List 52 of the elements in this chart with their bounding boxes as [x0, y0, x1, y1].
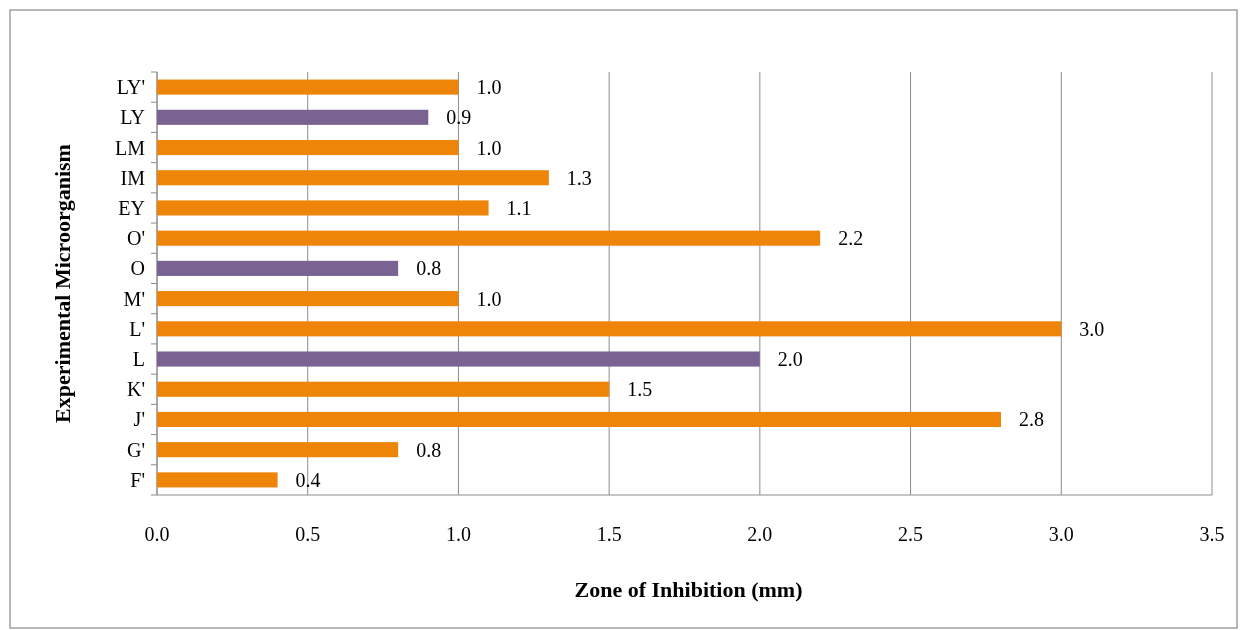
data-label: 1.0: [476, 136, 502, 159]
y-tick-label: LM: [115, 136, 146, 159]
x-axis-title: Zone of Inhibition (mm): [574, 577, 803, 602]
bar: [157, 170, 549, 186]
y-tick-label: M': [123, 287, 145, 310]
y-tick-label: O: [130, 257, 145, 280]
data-label: 1.0: [476, 76, 502, 99]
data-label: 2.2: [838, 227, 864, 250]
data-label: 3.0: [1079, 317, 1105, 340]
y-tick-label: J': [133, 408, 145, 431]
data-label: 0.8: [416, 257, 442, 280]
y-tick-label: IM: [120, 166, 146, 189]
data-label: 1.0: [476, 287, 502, 310]
y-tick-label: G': [126, 438, 145, 461]
bar: [157, 472, 278, 488]
data-label: 0.4: [295, 468, 321, 491]
y-tick-label: LY: [120, 106, 145, 129]
y-tick-label: F': [130, 468, 145, 491]
bar: [157, 200, 489, 216]
x-tick-label: 0.0: [144, 523, 170, 545]
x-tick-label: 3.5: [1199, 523, 1225, 545]
y-tick-label: K': [126, 378, 145, 401]
y-axis-title: Experimental Microorganism: [50, 144, 75, 423]
x-tick-label: 0.5: [295, 523, 321, 545]
data-label: 1.5: [627, 378, 653, 401]
bar: [157, 139, 459, 156]
data-label: 0.8: [416, 438, 442, 461]
bar: [157, 260, 399, 276]
bar: [157, 109, 429, 125]
y-tick-label: EY: [118, 196, 145, 219]
bar: [157, 442, 399, 458]
bar: [157, 351, 760, 367]
x-tick-label: 2.5: [898, 523, 924, 545]
data-label: 1.3: [566, 166, 592, 189]
x-tick-label: 3.0: [1048, 523, 1074, 545]
data-label: 1.1: [506, 196, 532, 219]
data-label: 0.9: [446, 106, 472, 129]
bar: [157, 79, 459, 95]
bar: [157, 291, 459, 307]
bar: [157, 411, 1001, 428]
x-tick-label: 1.5: [596, 523, 622, 545]
y-tick-label: LY': [116, 76, 145, 99]
bar: [157, 230, 821, 246]
x-tick-label: 1.0: [445, 523, 471, 545]
data-label: 2.8: [1019, 408, 1044, 431]
y-tick-label: L: [132, 348, 145, 371]
data-label: 2.0: [777, 348, 803, 371]
bar: [157, 381, 610, 397]
y-tick-label: L': [129, 317, 145, 340]
x-tick-label: 2.0: [747, 523, 773, 545]
y-tick-label: O': [126, 227, 145, 250]
bar: [157, 321, 1062, 337]
